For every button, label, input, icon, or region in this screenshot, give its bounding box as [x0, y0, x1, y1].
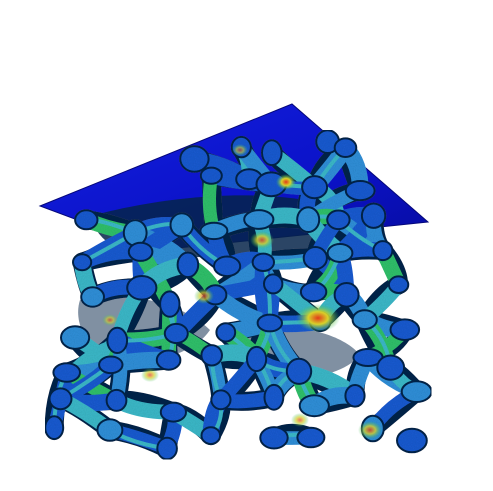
strut-node	[215, 322, 237, 343]
strut-node	[159, 401, 187, 423]
strut-node	[298, 394, 330, 418]
strut-node	[389, 318, 421, 342]
strut-node	[200, 426, 222, 446]
strut-node	[96, 418, 124, 442]
strut-node	[256, 313, 283, 333]
strut-node	[176, 251, 200, 279]
strut-node	[156, 436, 178, 461]
strut-node	[163, 322, 189, 345]
strut-node	[48, 387, 73, 411]
strut-node	[344, 384, 366, 408]
strut-node	[376, 354, 406, 381]
strut-node	[387, 275, 410, 295]
strut-node	[296, 426, 326, 449]
strut-node	[210, 389, 232, 411]
strut-node	[263, 383, 285, 411]
strut-node	[261, 139, 283, 167]
strut-node	[126, 275, 158, 301]
strut-node	[199, 221, 229, 241]
strut-node	[179, 145, 210, 173]
strut-node	[246, 345, 268, 373]
strut-node	[105, 388, 128, 412]
strut-node	[60, 325, 91, 350]
strut-node	[372, 240, 394, 262]
strut-node	[127, 241, 154, 262]
strut-node	[52, 362, 81, 383]
strut-node	[299, 281, 328, 303]
strut-node	[155, 349, 182, 371]
strut-node	[302, 246, 328, 271]
strut-node	[396, 427, 428, 454]
strut-node	[122, 219, 148, 247]
strut-node	[106, 326, 129, 354]
strut-node	[360, 202, 387, 229]
strut-node	[44, 415, 65, 441]
stress-hotspots	[102, 144, 382, 439]
strut-node	[200, 344, 223, 367]
strut-node	[243, 209, 275, 230]
strut-node	[251, 252, 275, 272]
strut-node	[285, 357, 313, 385]
strut-node	[98, 355, 124, 375]
strut-node	[169, 212, 195, 238]
strut-node	[72, 253, 93, 272]
strut-node	[74, 209, 99, 231]
strut-node	[326, 209, 351, 231]
strut-node	[333, 282, 360, 308]
strut-node	[344, 180, 376, 202]
strut-node	[326, 243, 354, 263]
strut-node	[296, 206, 321, 234]
strut-node	[351, 309, 378, 331]
strut-node	[301, 175, 329, 200]
strut-node	[263, 273, 284, 295]
strut-node	[199, 166, 223, 185]
strut-node	[80, 286, 105, 308]
strut-node	[259, 426, 289, 450]
strut-node	[213, 255, 242, 278]
strut-node	[400, 380, 433, 404]
strut-node	[159, 290, 181, 318]
strut-node	[333, 137, 358, 158]
